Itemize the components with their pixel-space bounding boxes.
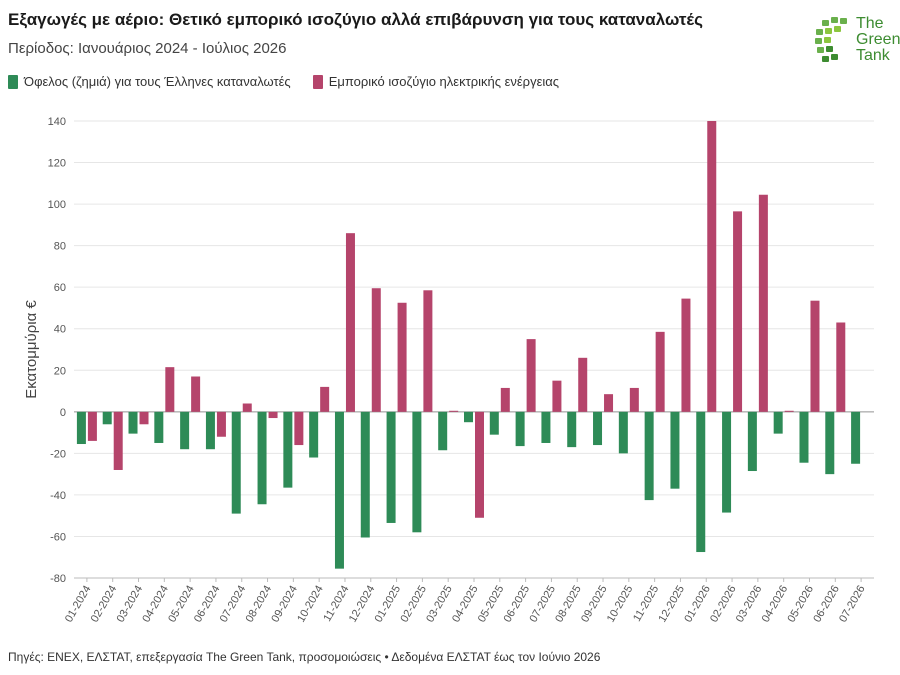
bar-consumer-benefit <box>360 411 370 538</box>
bar-trade-balance <box>165 367 175 412</box>
bar-consumer-benefit <box>541 411 551 443</box>
bar-consumer-benefit <box>257 411 267 505</box>
bar-trade-balance <box>707 121 717 412</box>
bar-consumer-benefit <box>489 411 499 435</box>
bar-trade-balance <box>733 211 743 412</box>
bar-trade-balance <box>655 331 665 412</box>
bar-trade-balance <box>784 410 794 412</box>
bar-consumer-benefit <box>515 411 525 447</box>
y-tick-label: 60 <box>54 282 66 294</box>
bar-trade-balance <box>216 411 226 437</box>
legend-swatch-crimson <box>312 74 323 89</box>
bar-trade-balance <box>629 387 639 412</box>
legend-swatch-green <box>8 74 18 89</box>
logo-text-green: Green <box>856 31 900 48</box>
legend-label-trade-balance: Εμπορικό ισοζύγιο ηλεκτρικής ενέργειας <box>328 74 560 89</box>
y-tick-label: 80 <box>54 241 66 253</box>
bar-consumer-benefit <box>334 411 344 569</box>
bar-consumer-benefit <box>670 411 680 489</box>
y-axis-title: Εκατομμύρια € <box>23 300 40 399</box>
bar-consumer-benefit <box>825 411 835 475</box>
bar-consumer-benefit <box>644 411 654 501</box>
bar-consumer-benefit <box>102 411 112 425</box>
legend-label-consumers: Όφελος (ζημιά) για τους Έλληνες καταναλω… <box>24 74 291 89</box>
bar-consumer-benefit <box>412 411 422 533</box>
y-tick-label: 20 <box>54 365 66 377</box>
bar-trade-balance <box>345 233 355 412</box>
legend-item-consumers[interactable]: Όφελος (ζημιά) για τους Έλληνες καταναλω… <box>8 74 291 89</box>
bar-consumer-benefit <box>747 411 757 472</box>
bar-consumer-benefit <box>128 411 138 434</box>
bar-consumer-benefit <box>231 411 241 514</box>
bar-consumer-benefit <box>799 411 809 463</box>
bar-trade-balance <box>500 387 510 412</box>
bar-trade-balance <box>578 357 588 412</box>
the-green-tank-logo: The Green Tank <box>812 14 900 80</box>
bar-consumer-benefit <box>618 411 628 454</box>
y-tick-label: 0 <box>60 407 66 419</box>
y-tick-label: -20 <box>50 448 66 460</box>
bar-consumer-benefit <box>309 411 319 458</box>
bar-trade-balance <box>475 411 484 518</box>
bar-consumer-benefit <box>283 411 293 488</box>
y-tick-label: 140 <box>48 116 66 128</box>
bar-trade-balance <box>113 411 123 470</box>
y-tick-label: 40 <box>54 324 66 336</box>
legend-item-trade-balance[interactable]: Εμπορικό ισοζύγιο ηλεκτρικής ενέργειας <box>312 74 560 89</box>
bar-trade-balance <box>139 411 149 425</box>
bar-consumer-benefit <box>205 411 215 450</box>
bar-consumer-benefit <box>464 411 473 423</box>
logo-mark-icon <box>815 17 847 62</box>
bar-chart: -80 -60 -40 -20 0 20 40 60 80 100 120 140 Εκατομμύρι… <box>23 116 874 624</box>
bar-consumer-benefit <box>567 411 577 448</box>
bar-consumer-benefit <box>722 411 732 513</box>
y-tick-label: -40 <box>50 490 66 502</box>
bar-consumer-benefit <box>773 411 783 434</box>
logo-text-the: The <box>856 15 884 32</box>
bar-trade-balance <box>449 410 459 412</box>
bar-consumer-benefit <box>851 411 861 464</box>
bar-trade-balance <box>268 411 278 419</box>
bar-trade-balance <box>758 194 768 412</box>
y-tick-label: -80 <box>50 573 66 585</box>
bar-trade-balance <box>810 300 820 412</box>
chart-title: Εξαγωγές με αέριο: Θετικό εμπορικό ισοζύ… <box>8 10 703 29</box>
logo-text-tank: Tank <box>856 47 890 64</box>
bar-trade-balance <box>681 298 691 412</box>
bar-consumer-benefit <box>386 411 396 523</box>
bar-trade-balance <box>371 288 381 412</box>
y-tick-label: -60 <box>50 531 66 543</box>
y-tick-label: 100 <box>48 199 66 211</box>
bar-trade-balance <box>242 403 252 412</box>
bar-consumer-benefit <box>593 411 603 446</box>
bar-trade-balance <box>191 376 201 412</box>
bar-trade-balance <box>397 302 407 412</box>
bar-trade-balance <box>423 290 433 412</box>
bar-consumer-benefit <box>76 411 86 445</box>
bar-trade-balance <box>604 394 614 412</box>
bar-trade-balance <box>87 411 97 441</box>
bar-trade-balance <box>294 411 304 446</box>
bar-consumer-benefit <box>180 411 190 450</box>
bar-trade-balance <box>526 339 536 412</box>
bar-trade-balance <box>836 322 846 412</box>
y-tick-label: 120 <box>48 158 66 170</box>
bar-consumer-benefit <box>438 411 448 451</box>
bar-consumer-benefit <box>696 411 706 553</box>
chart-subtitle: Περίοδος: Ιανουάριος 2024 - Ιούλιος 2026 <box>8 40 287 57</box>
bar-trade-balance <box>320 386 330 412</box>
chart-legend: Όφελος (ζημιά) για τους Έλληνες καταναλω… <box>8 74 559 89</box>
bar-trade-balance <box>552 380 562 412</box>
source-note: Πηγές: ΕΝΕΧ, ΕΛΣΤΑΤ, επεξεργασία The Gre… <box>8 650 601 664</box>
bar-consumer-benefit <box>154 411 164 443</box>
